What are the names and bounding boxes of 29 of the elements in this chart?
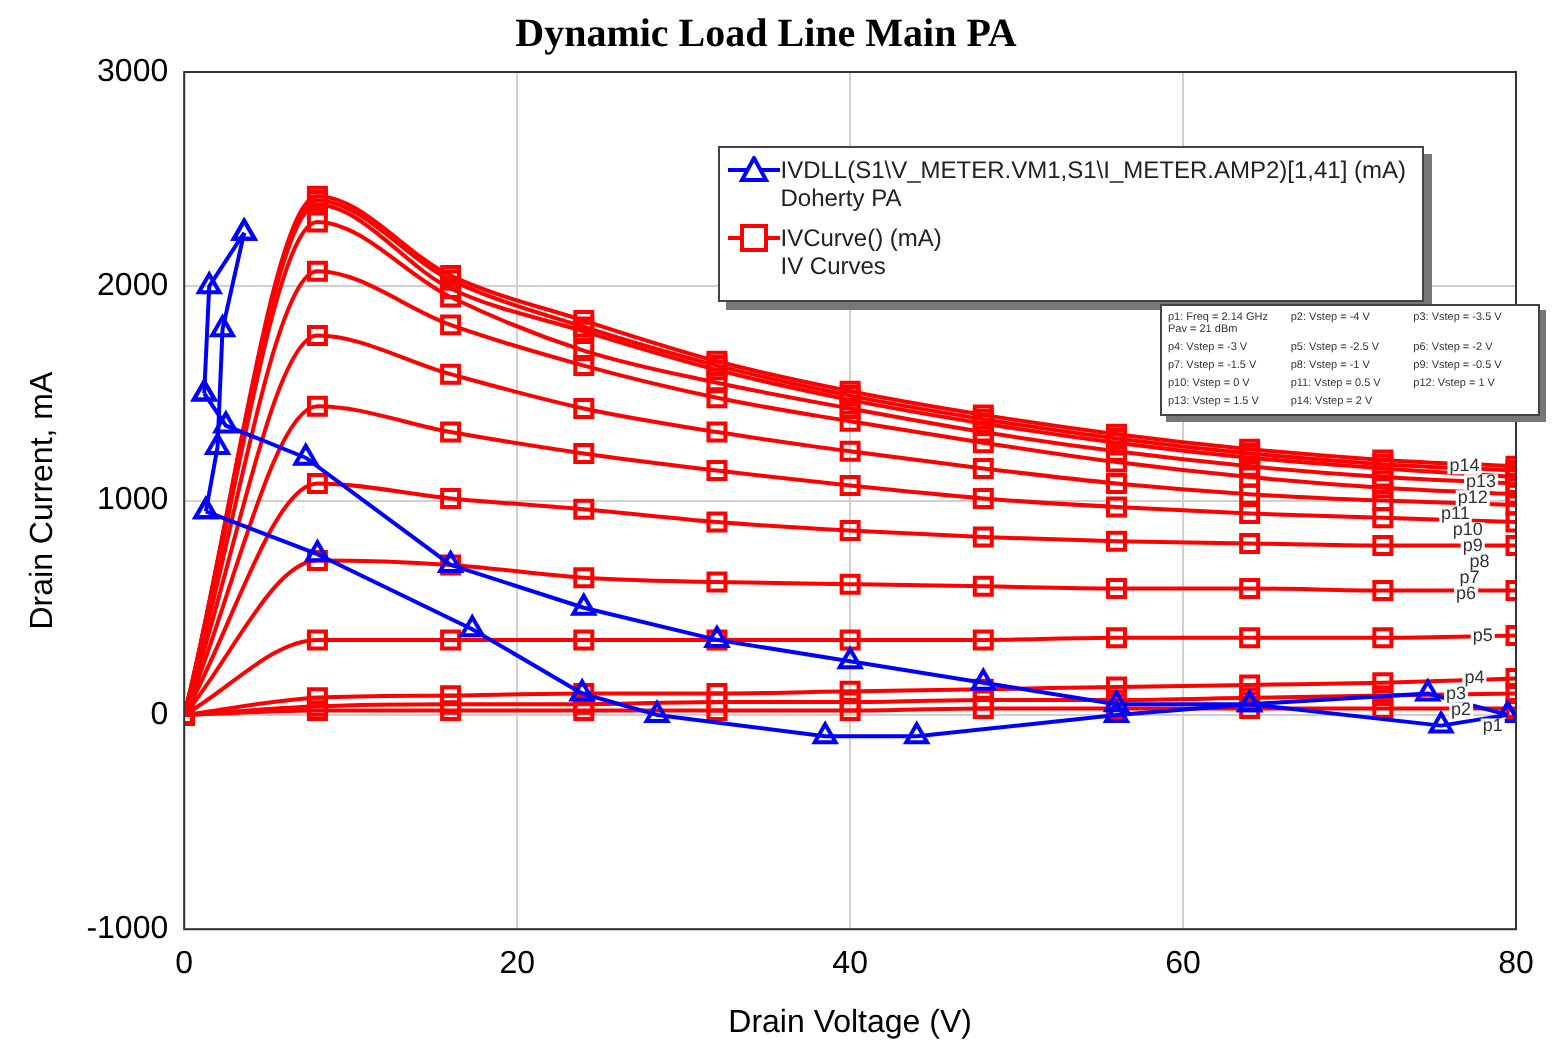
x-axis-title: Drain Voltage (V) bbox=[728, 1005, 972, 1040]
y-axis-title: Drain Current, mA bbox=[26, 371, 61, 630]
annotation: p6 bbox=[1456, 583, 1477, 604]
legend-label: IVDLL(S1\V_METER.VM1,S1\I_METER.AMP2)[1,41] (mA) Doherty PA bbox=[780, 156, 1406, 212]
x-tick-label: 20 bbox=[499, 947, 536, 982]
chart-title: Dynamic Load Line Main PA bbox=[515, 12, 1018, 57]
annotation: p14 bbox=[1449, 455, 1480, 476]
legend-label: IVCurve() (mA) IV Curves bbox=[780, 224, 942, 280]
annotation: p12 bbox=[1457, 487, 1488, 508]
y-tick-label: 2000 bbox=[97, 269, 169, 304]
x-tick-label: 40 bbox=[832, 947, 869, 982]
annotation: p3 bbox=[1446, 683, 1467, 704]
annotation: p11 bbox=[1441, 503, 1470, 524]
annotation: p8 bbox=[1469, 551, 1490, 572]
annotation: p2 bbox=[1451, 699, 1472, 720]
annotation: p4 bbox=[1464, 667, 1485, 688]
y-tick-label: 3000 bbox=[97, 54, 169, 89]
annotation: p5 bbox=[1472, 624, 1493, 645]
annotation: p9 bbox=[1462, 535, 1483, 556]
x-tick-label: 80 bbox=[1498, 947, 1534, 982]
annotation: p1 bbox=[1482, 715, 1503, 736]
y-tick-label: -1000 bbox=[86, 912, 169, 947]
x-tick-label: 0 bbox=[175, 947, 194, 982]
annotation: p7 bbox=[1459, 567, 1480, 588]
y-tick-label: 1000 bbox=[97, 483, 169, 518]
annotation: p13 bbox=[1466, 471, 1497, 492]
annotation: p10 bbox=[1452, 519, 1483, 540]
x-tick-label: 60 bbox=[1165, 947, 1202, 982]
y-tick-label: 0 bbox=[150, 697, 169, 732]
